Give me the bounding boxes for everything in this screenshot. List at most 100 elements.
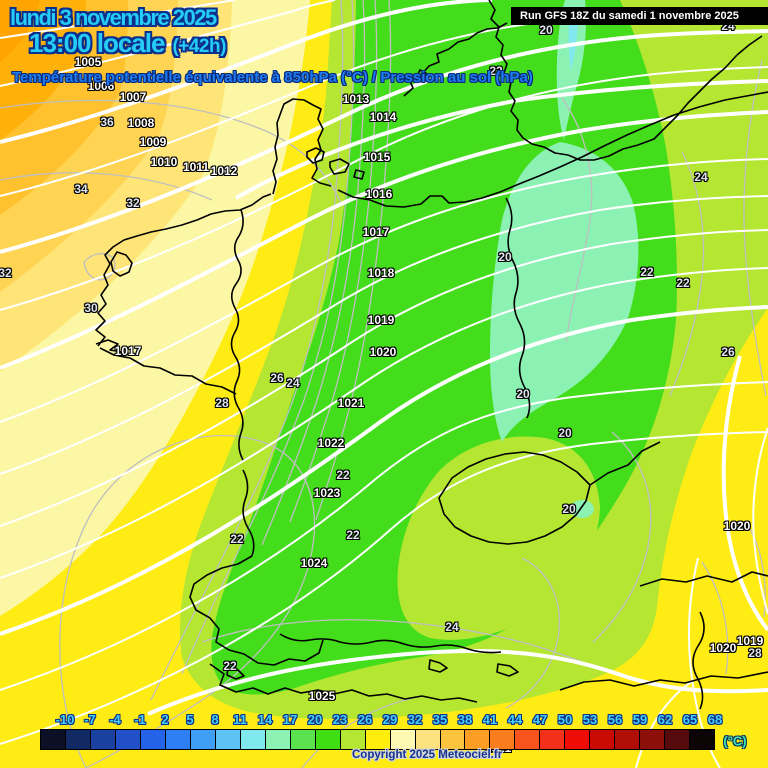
temperature-label: 22 xyxy=(640,265,654,279)
colorbar-tick-label: 20 xyxy=(307,712,323,727)
colorbar-cell xyxy=(390,730,416,749)
colorbar-cell xyxy=(140,730,166,749)
colorbar-cell xyxy=(190,730,216,749)
forecast-local-time: 13:00 locale xyxy=(29,28,165,58)
pressure-label: 1014 xyxy=(369,110,397,124)
colorbar-cell xyxy=(515,730,541,749)
colorbar-tick-label: 65 xyxy=(682,712,698,727)
forecast-hour-offset: (+42h) xyxy=(172,36,226,57)
colorbar-cell xyxy=(340,730,366,749)
region-mint xyxy=(490,142,639,442)
pressure-label: 1013 xyxy=(342,92,370,106)
pressure-label: 1007 xyxy=(119,90,147,104)
pressure-label: 1008 xyxy=(127,116,155,130)
colorbar-cell xyxy=(540,730,566,749)
pressure-label: 1017 xyxy=(114,344,142,358)
temperature-label: 24 xyxy=(445,620,459,634)
model-run-info: Run GFS 18Z du samedi 1 novembre 2025 xyxy=(511,7,768,25)
temperature-label: 36 xyxy=(100,115,114,129)
temperature-label: 20 xyxy=(516,387,530,401)
colorbar-cell xyxy=(565,730,591,749)
colorbar-tick-label: 44 xyxy=(507,712,523,727)
pressure-label: 1012 xyxy=(210,164,238,178)
colorbar-cell xyxy=(265,730,291,749)
pressure-label: 1009 xyxy=(139,135,167,149)
temperature-label: 28 xyxy=(748,646,762,660)
colorbar-cell xyxy=(640,730,666,749)
temperature-label: 26 xyxy=(721,345,735,359)
temperature-label: 22 xyxy=(223,659,237,673)
temperature-label: 24 xyxy=(694,170,708,184)
pressure-label: 1011 xyxy=(182,160,210,174)
colorbar-cell xyxy=(215,730,241,749)
temperature-label: 26 xyxy=(270,371,284,385)
pressure-label: 1016 xyxy=(365,187,393,201)
pressure-label: 1020 xyxy=(369,345,397,359)
temperature-label: 28 xyxy=(215,396,229,410)
temperature-label: 22 xyxy=(676,276,690,290)
pressure-label: 1017 xyxy=(362,225,390,239)
colorbar-cell xyxy=(465,730,491,749)
temperature-label: 20 xyxy=(558,426,572,440)
region-cream xyxy=(0,0,310,616)
colorbar xyxy=(40,729,716,750)
colorbar-cell xyxy=(665,730,691,749)
colorbar-tick-label: 47 xyxy=(532,712,548,727)
colorbar-tick-label: 68 xyxy=(707,712,723,727)
colorbar-cell xyxy=(315,730,341,749)
region-mint-spot xyxy=(570,500,594,518)
colorbar-cell xyxy=(490,730,516,749)
pressure-label: 1015 xyxy=(363,150,391,164)
pressure-label: 1023 xyxy=(313,486,341,500)
colorbar-tick-label: 50 xyxy=(557,712,573,727)
colorbar-tick-label: 5 xyxy=(186,712,194,727)
temperature-label: 24 xyxy=(286,376,300,390)
map-parameter-subtitle: Température potentielle équivalente à 85… xyxy=(12,69,533,86)
pressure-label: 1024 xyxy=(300,556,328,570)
colorbar-tick-label: 29 xyxy=(382,712,398,727)
colorbar-cell xyxy=(65,730,91,749)
region-mint-streak xyxy=(556,0,586,140)
copyright-notice: Copyright 2025 Meteociel.fr xyxy=(352,749,503,761)
pressure-label: 1010 xyxy=(150,155,178,169)
region-orange-deep xyxy=(0,0,40,62)
temperature-label: 34 xyxy=(74,182,88,196)
colorbar-tick-label: 38 xyxy=(457,712,473,727)
colorbar-tick-label: 32 xyxy=(407,712,423,727)
colorbar-tick-label: 41 xyxy=(482,712,498,727)
coastline-borders xyxy=(95,0,768,710)
colorbar-cell xyxy=(440,730,466,749)
colorbar-cell xyxy=(240,730,266,749)
forecast-time-row: 13:00 locale (+42h) xyxy=(29,28,226,59)
colorbar-tick-label: -7 xyxy=(84,712,96,727)
colorbar-tick-label: 53 xyxy=(582,712,598,727)
temperature-label: 32 xyxy=(0,266,12,280)
pressure-label: 1019 xyxy=(367,313,395,327)
colorbar-tick-label: 8 xyxy=(211,712,219,727)
colorbar-cell xyxy=(415,730,441,749)
pressure-label: 1005 xyxy=(74,55,102,69)
colorbar-tick-label: 59 xyxy=(632,712,648,727)
colorbar-tick-label: 26 xyxy=(357,712,373,727)
forecast-date: lundi 3 novembre 2025 xyxy=(10,5,217,30)
temperature-label: 32 xyxy=(126,196,140,210)
colorbar-cell xyxy=(615,730,641,749)
pressure-label: 1021 xyxy=(337,396,365,410)
temperature-label: 22 xyxy=(230,532,244,546)
temperature-label: 30 xyxy=(84,301,98,315)
colorbar-tick-label: 56 xyxy=(607,712,623,727)
colorbar-tick-label: -4 xyxy=(109,712,121,727)
temperature-label: 20 xyxy=(498,250,512,264)
temperature-label: 20 xyxy=(562,502,576,516)
pressure-label: 1020 xyxy=(709,641,737,655)
colorbar-tick-label: -10 xyxy=(55,712,75,727)
colorbar-cell xyxy=(365,730,391,749)
colorbar-cell xyxy=(590,730,616,749)
temperature-label: 22 xyxy=(489,64,503,78)
temperature-label: 20 xyxy=(539,23,553,37)
colorbar-cell xyxy=(165,730,191,749)
colorbar-tick-label: 11 xyxy=(233,712,247,727)
